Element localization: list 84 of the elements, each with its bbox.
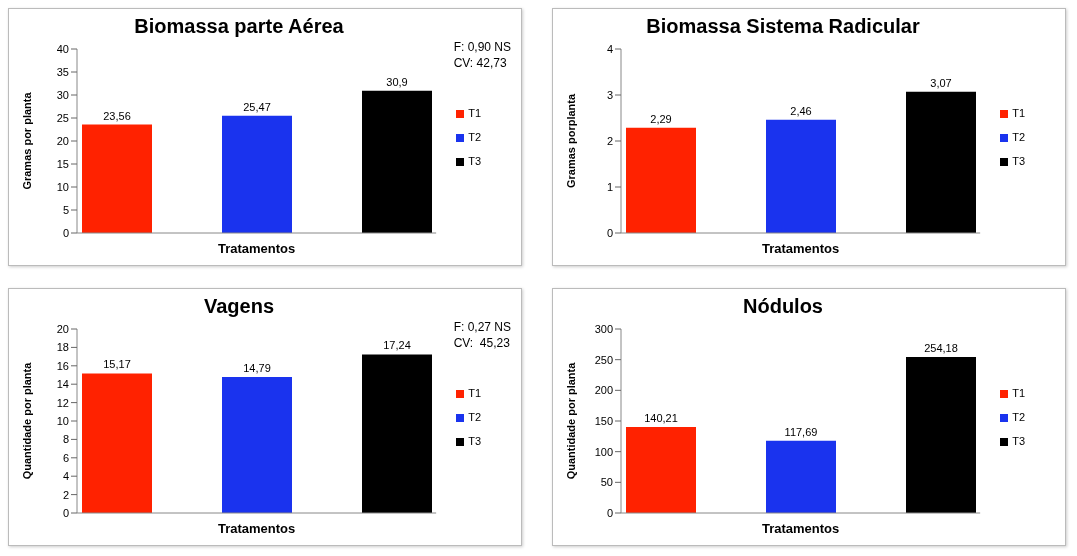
y-tick-label: 12 — [56, 396, 69, 409]
y-tick-label: 35 — [56, 65, 69, 78]
bar — [766, 119, 836, 233]
y-tick-label: 18 — [56, 341, 69, 354]
y-axis-title: Quantidade por planta — [20, 361, 33, 480]
y-tick-label: 20 — [56, 134, 69, 147]
y-tick-label: 30 — [56, 88, 69, 101]
text: CV: 42,73 — [453, 55, 508, 71]
data-label: 17,24 — [383, 339, 411, 352]
data-label: 3,07 — [930, 76, 952, 89]
y-axis-title: Gramas por planta — [20, 91, 33, 190]
y-tick-label: 150 — [594, 414, 613, 427]
y-tick-label: 10 — [56, 414, 69, 427]
chart-title: Biomassa parte Aérea — [133, 15, 345, 38]
y-tick-label: 15 — [56, 157, 69, 170]
y-tick-label: 2 — [62, 488, 69, 501]
legend-label: T3 — [468, 155, 481, 167]
legend-label: T3 — [1012, 435, 1025, 447]
y-tick-label: 40 — [56, 42, 69, 55]
legend-label: T1 — [1012, 107, 1025, 119]
legend-label: T2 — [468, 411, 481, 423]
bar — [626, 127, 696, 233]
x-axis-title: Tratamentos — [217, 521, 296, 536]
y-tick-label: 0 — [62, 226, 69, 239]
chart-title: Vagens — [202, 295, 275, 318]
data-label: 14,79 — [243, 361, 271, 374]
x-axis-title: Tratamentos — [217, 241, 296, 256]
y-tick-label: 25 — [56, 111, 69, 124]
bar — [362, 354, 432, 513]
y-tick-label: 14 — [56, 378, 69, 391]
y-tick-label: 10 — [56, 180, 69, 193]
data-label: 117,69 — [784, 425, 818, 438]
y-tick-label: 3 — [606, 88, 613, 101]
x-axis-title: Tratamentos — [761, 241, 840, 256]
y-tick-label: 16 — [56, 359, 69, 372]
text: CV: 45,23 — [453, 335, 511, 351]
y-tick-label: 5 — [62, 203, 69, 216]
data-label: 25,47 — [243, 100, 271, 113]
y-tick-label: 300 — [594, 322, 613, 335]
bar — [906, 357, 976, 513]
text: F: 0,27 NS — [453, 319, 511, 335]
y-tick-label: 4 — [606, 42, 613, 55]
data-label: 15,17 — [103, 358, 131, 371]
legend-label: T2 — [1012, 131, 1025, 143]
x-axis-title: Tratamentos — [761, 521, 840, 536]
y-tick-label: 8 — [62, 433, 69, 446]
y-tick-label: 100 — [594, 445, 613, 458]
bar — [222, 376, 292, 513]
bar — [82, 373, 152, 513]
legend-label: T3 — [468, 435, 481, 447]
legend-label: T3 — [1012, 155, 1025, 167]
data-label: 30,9 — [386, 75, 408, 88]
data-label: 2,29 — [650, 112, 672, 125]
data-label: 23,56 — [103, 109, 131, 122]
y-tick-label: 2 — [606, 134, 613, 147]
legend-label: T1 — [1012, 387, 1025, 399]
text: F: 0,90 NS — [453, 39, 511, 55]
y-tick-label: 20 — [56, 322, 69, 335]
data-label: 2,46 — [790, 104, 812, 117]
bar — [82, 124, 152, 233]
y-tick-label: 0 — [606, 506, 613, 519]
y-axis-title: Quantidade por planta — [564, 361, 577, 480]
legend-label: T1 — [468, 387, 481, 399]
y-tick-label: 4 — [62, 470, 69, 483]
legend-label: T2 — [1012, 411, 1025, 423]
bar — [626, 427, 696, 513]
legend-label: T1 — [468, 107, 481, 119]
bar — [766, 440, 836, 513]
y-tick-label: 200 — [594, 384, 613, 397]
y-tick-label: 50 — [600, 476, 613, 489]
y-tick-label: 1 — [606, 180, 613, 193]
data-label: 140,21 — [644, 412, 678, 424]
data-label: 254,18 — [924, 342, 958, 355]
y-tick-label: 0 — [606, 226, 613, 239]
chart-title: Biomassa Sistema Radicular — [645, 15, 921, 38]
y-tick-label: 0 — [62, 506, 69, 519]
y-tick-label: 6 — [62, 451, 69, 464]
bar — [906, 91, 976, 233]
legend-label: T2 — [468, 131, 481, 143]
y-axis-title: Gramas porplanta — [564, 93, 577, 189]
y-tick-label: 250 — [594, 353, 613, 366]
bar — [222, 115, 292, 233]
bar — [362, 90, 432, 233]
chart-title: Nódulos — [742, 295, 824, 318]
